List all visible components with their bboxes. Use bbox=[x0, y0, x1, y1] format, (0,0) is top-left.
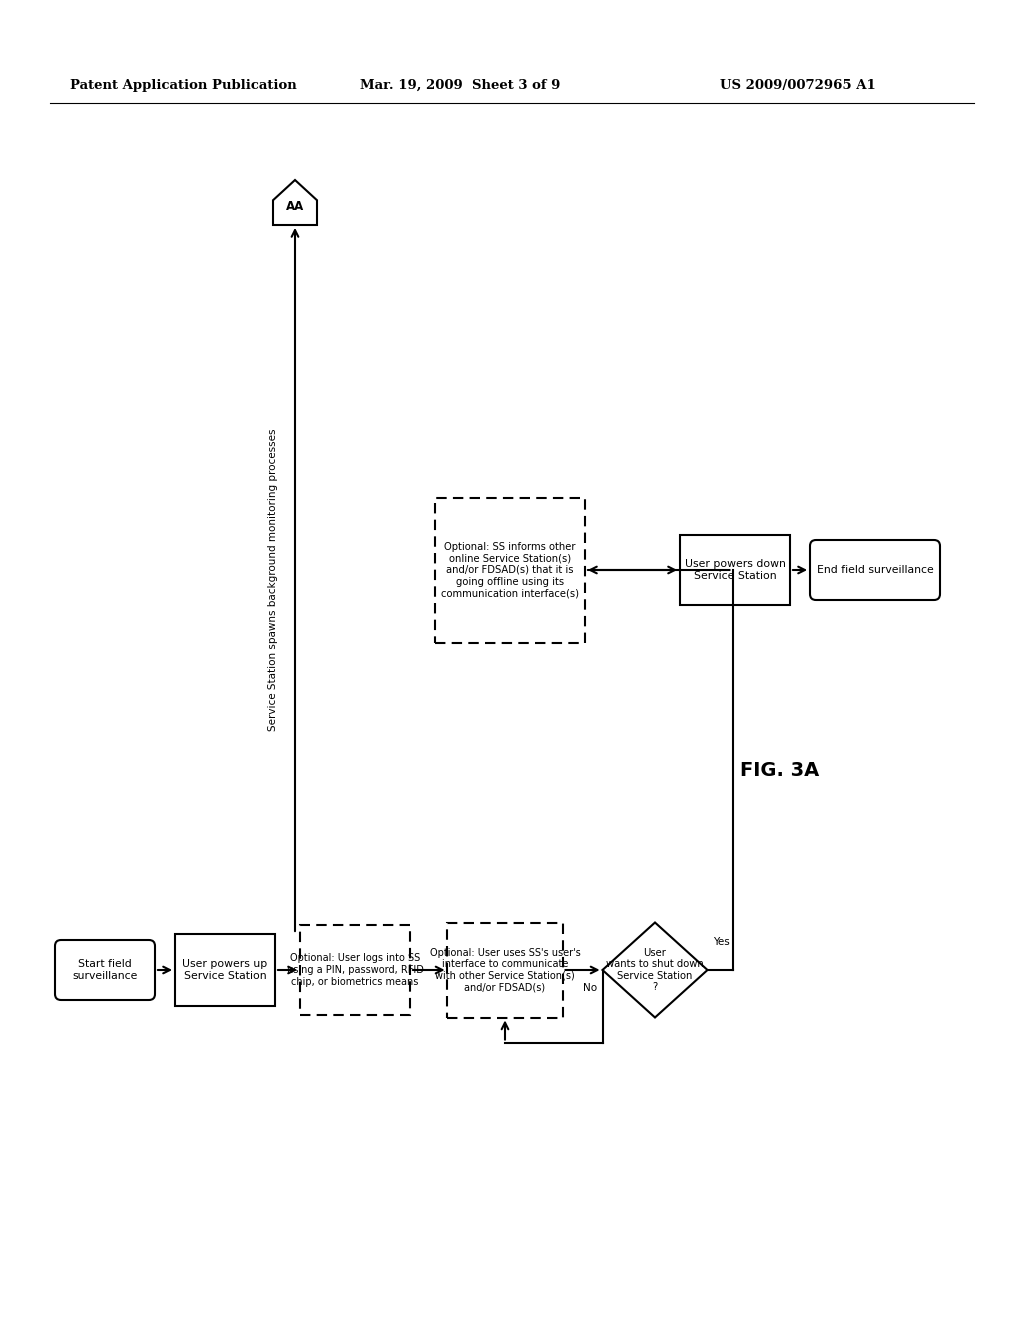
Bar bbox=[680, 535, 790, 605]
Text: End field surveillance: End field surveillance bbox=[816, 565, 933, 576]
Bar bbox=[435, 498, 585, 643]
Text: User
wants to shut down
Service Station
?: User wants to shut down Service Station … bbox=[606, 948, 703, 993]
FancyBboxPatch shape bbox=[810, 540, 940, 601]
Polygon shape bbox=[602, 923, 708, 1018]
Text: Optional: User uses SS's user's
interface to communicate
with other Service Stat: Optional: User uses SS's user's interfac… bbox=[430, 948, 581, 993]
Bar bbox=[447, 923, 562, 1018]
Bar bbox=[300, 925, 410, 1015]
Text: Yes: Yes bbox=[713, 937, 730, 946]
Text: User powers down
Service Station: User powers down Service Station bbox=[685, 560, 785, 581]
Text: AA: AA bbox=[286, 199, 304, 213]
Text: Optional: User logs into SS
using a PIN, password, RFID
chip, or biometrics mean: Optional: User logs into SS using a PIN,… bbox=[287, 953, 424, 986]
Text: Service Station spawns background monitoring processes: Service Station spawns background monito… bbox=[268, 428, 278, 731]
Text: No: No bbox=[584, 983, 598, 993]
Text: Optional: SS informs other
online Service Station(s)
and/or FDSAD(s) that it is
: Optional: SS informs other online Servic… bbox=[441, 541, 579, 598]
Text: Mar. 19, 2009  Sheet 3 of 9: Mar. 19, 2009 Sheet 3 of 9 bbox=[360, 78, 560, 91]
Text: FIG. 3A: FIG. 3A bbox=[740, 760, 819, 780]
Polygon shape bbox=[273, 180, 317, 224]
Text: Start field
surveillance: Start field surveillance bbox=[73, 960, 137, 981]
Text: US 2009/0072965 A1: US 2009/0072965 A1 bbox=[720, 78, 876, 91]
Text: Patent Application Publication: Patent Application Publication bbox=[70, 78, 297, 91]
FancyBboxPatch shape bbox=[55, 940, 155, 1001]
Text: User powers up
Service Station: User powers up Service Station bbox=[182, 960, 267, 981]
Bar bbox=[175, 935, 275, 1006]
